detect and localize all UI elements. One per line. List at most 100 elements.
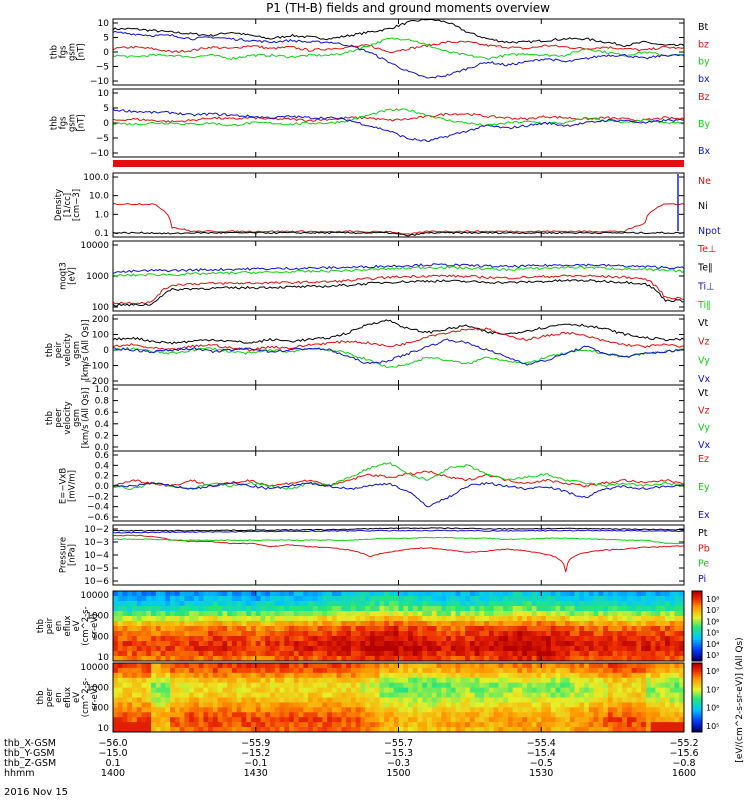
heatmap-cell [465,616,471,622]
heatmap-cell [222,651,228,657]
heatmap-cell [664,663,671,669]
heatmap-cell [626,601,633,607]
heatmap-cell [113,611,119,617]
heatmap-cell [550,606,556,612]
heatmap-cell [422,626,428,632]
heatmap-cell [270,677,276,684]
heatmap-cell [136,692,142,698]
heatmap-cell [274,663,280,669]
heatmap-cell [308,687,314,693]
heatmap-cell [141,631,147,637]
heatmap-cell [327,682,333,689]
heatmap-cell [260,707,266,713]
heatmap-cell [412,667,418,674]
heatmap-cell [512,656,518,662]
heatmap-cell [289,707,295,713]
heatmap-cell [113,601,119,607]
heatmap-cell [612,596,618,602]
heatmap-cell [203,677,209,684]
heatmap-cell [293,663,299,669]
heatmap-cell [479,663,485,669]
heatmap-cell [488,687,495,693]
heatmap-cell [289,601,295,607]
heatmap-cell [170,631,176,637]
heatmap-cell [217,682,223,689]
heatmap-cell [308,702,314,708]
heatmap-cell [369,631,376,637]
heatmap-cell [555,667,561,674]
heatmap-cell [151,687,157,693]
heatmap-cell [536,667,542,674]
heatmap-cell [679,702,685,708]
heatmap-cell [331,712,338,718]
heatmap-cell [398,626,404,632]
y-axis-label-line: velocity [63,333,73,366]
colorbar-segment [692,676,702,680]
heatmap-cell [327,677,333,684]
heatmap-cell [374,717,380,723]
heatmap-cell [113,717,119,723]
legend-entry: Ey [698,482,710,493]
heatmap-cell [622,626,628,632]
heatmap-cell [598,727,604,733]
heatmap-cell [422,651,428,657]
heatmap-cell [526,692,533,698]
heatmap-cell [170,601,176,607]
heatmap-cell [507,697,514,703]
heatmap-cell [555,606,561,612]
heatmap-cell [174,626,181,632]
heatmap-cell [236,677,242,684]
heatmap-cell [193,606,200,612]
y-tick-label: 10.0 [89,192,109,202]
heatmap-cell [184,626,190,632]
heatmap-cell [331,641,338,647]
heatmap-cell [664,621,671,627]
heatmap-cell [460,601,466,607]
heatmap-cell [593,682,599,689]
heatmap-cell [617,707,623,713]
heatmap-cell [227,616,233,622]
heatmap-cell [569,606,575,612]
colorbar-segment [692,702,702,705]
heatmap-cell [674,667,680,674]
heatmap-cell [441,677,447,684]
y-axis-label-line: E=−VxB [59,468,69,504]
heatmap-cell [412,692,418,698]
heatmap-cell [113,707,119,713]
heatmap-cell [117,591,123,597]
heatmap-cell [393,631,399,637]
heatmap-cell [550,656,556,662]
heatmap-cell [250,591,257,597]
heatmap-cell [122,717,128,723]
heatmap-cell [598,697,604,703]
heatmap-cell [560,702,566,708]
heatmap-cell [593,722,599,728]
heatmap-cell [379,727,385,733]
heatmap-cell [350,672,357,679]
heatmap-cell [241,677,247,684]
heatmap-cell [379,621,385,627]
heatmap-cell [355,717,361,723]
heatmap-cell [222,727,228,733]
heatmap-cell [341,626,347,632]
heatmap-cell [322,692,328,698]
heatmap-cell [465,591,471,597]
heatmap-cell [155,692,161,698]
heatmap-cell [569,626,575,632]
heatmap-cell [526,702,533,708]
heatmap-cell [479,651,485,657]
x-axis-value: −56.0 [98,738,127,749]
heatmap-cell [427,707,433,713]
heatmap-cell [293,702,299,708]
heatmap-cell [546,702,552,708]
heatmap-cell [507,722,514,728]
heatmap-cell [612,656,618,662]
heatmap-cell [189,722,195,728]
heatmap-cell [498,663,504,669]
heatmap-cell [179,596,185,602]
heatmap-cell [136,636,142,642]
heatmap-cell [198,601,204,607]
heatmap-cell [127,631,133,637]
y-axis-label-line: fgs [59,45,69,58]
heatmap-cell [550,631,556,637]
